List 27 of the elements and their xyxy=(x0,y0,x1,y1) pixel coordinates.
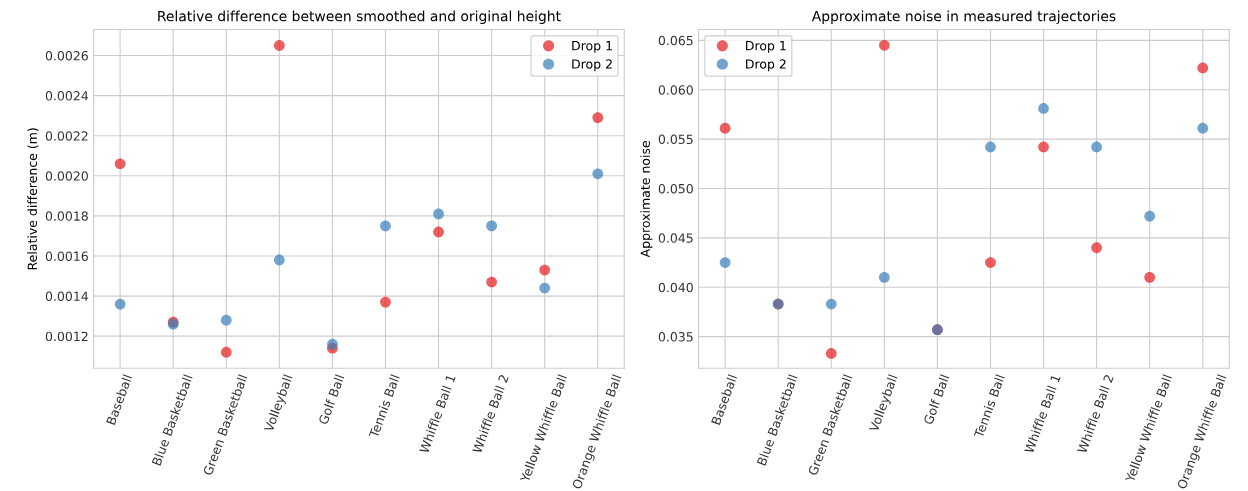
y-tick-label: 0.065 xyxy=(658,35,693,46)
chart-title: Approximate noise in measured trajectories xyxy=(811,10,1116,25)
y-tick-label: 0.0024 xyxy=(45,91,89,101)
y-tick-label: 0.0020 xyxy=(45,171,88,181)
legend-label: Drop 2 xyxy=(746,59,786,72)
y-tick-label: 0.040 xyxy=(658,282,693,293)
x-tick-label: Tennis Ball xyxy=(973,374,1005,439)
legend-label: Drop 1 xyxy=(746,41,786,53)
x-tick-label: Golf Ball xyxy=(923,374,950,425)
legend-label: Drop 2 xyxy=(572,59,612,72)
chart-title: Relative difference between smoothed and original height xyxy=(158,10,561,25)
y-tick-label: 0.045 xyxy=(658,233,693,243)
y-tick-label: 0.035 xyxy=(658,332,693,342)
y-tick-label: 0.055 xyxy=(658,134,693,145)
y-tick-label: 0.0018 xyxy=(45,211,88,221)
y-tick-label: 0.0022 xyxy=(45,131,88,141)
y-tick-label: 0.0012 xyxy=(45,331,88,342)
y-tick-label: 0.0026 xyxy=(45,50,88,61)
legend-label: Drop 1 xyxy=(572,41,612,53)
y-tick-label: 0.060 xyxy=(658,85,693,95)
y-axis-title: Relative difference (m) xyxy=(27,128,39,270)
x-tick-label: Tennis Ball xyxy=(368,374,400,439)
x-tick-label: Golf Ball xyxy=(318,374,345,425)
y-tick-label: 0.0014 xyxy=(45,291,89,302)
y-tick-label: 0.0016 xyxy=(45,251,88,261)
y-axis-title: Approximate noise xyxy=(640,140,653,258)
y-tick-label: 0.050 xyxy=(658,183,693,194)
